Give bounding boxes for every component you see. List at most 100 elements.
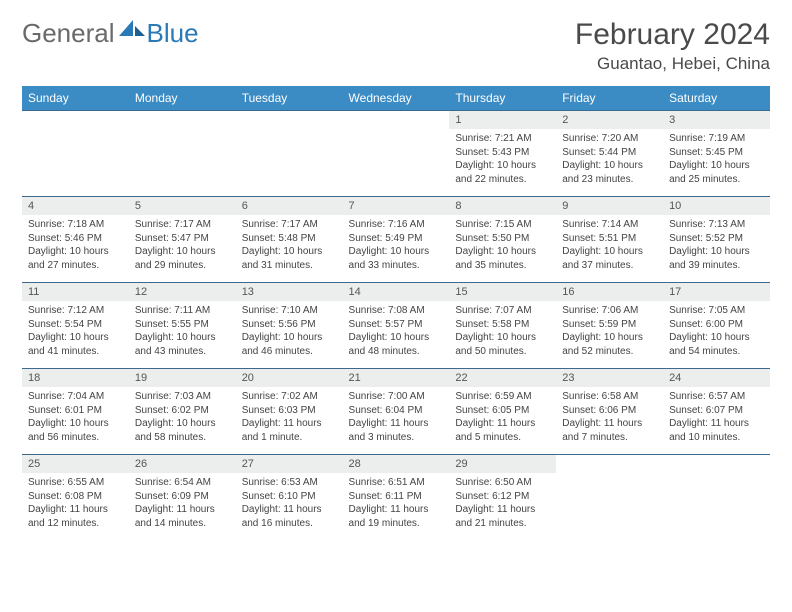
month-title: February 2024	[575, 18, 770, 52]
sunrise-line: Sunrise: 6:51 AM	[349, 476, 444, 490]
sunset-line: Sunset: 5:46 PM	[28, 232, 123, 246]
sunset-line: Sunset: 5:57 PM	[349, 318, 444, 332]
sunrise-line: Sunrise: 6:54 AM	[135, 476, 230, 490]
calendar-cell: 9Sunrise: 7:14 AMSunset: 5:51 PMDaylight…	[556, 197, 663, 283]
calendar-week-row: 18Sunrise: 7:04 AMSunset: 6:01 PMDayligh…	[22, 369, 770, 455]
day-number: 9	[556, 197, 663, 215]
sunrise-line: Sunrise: 6:55 AM	[28, 476, 123, 490]
daylight-line: Daylight: 10 hours and 52 minutes.	[562, 331, 657, 358]
calendar-cell: 7Sunrise: 7:16 AMSunset: 5:49 PMDaylight…	[343, 197, 450, 283]
daylight-line: Daylight: 10 hours and 27 minutes.	[28, 245, 123, 272]
sunrise-line: Sunrise: 7:16 AM	[349, 218, 444, 232]
sunrise-line: Sunrise: 7:14 AM	[562, 218, 657, 232]
weekday-header: Tuesday	[236, 86, 343, 111]
sunset-line: Sunset: 6:11 PM	[349, 490, 444, 504]
location-subtitle: Guantao, Hebei, China	[575, 54, 770, 74]
calendar-cell: 1Sunrise: 7:21 AMSunset: 5:43 PMDaylight…	[449, 111, 556, 197]
day-details: Sunrise: 6:54 AMSunset: 6:09 PMDaylight:…	[129, 473, 236, 534]
day-details: Sunrise: 7:07 AMSunset: 5:58 PMDaylight:…	[449, 301, 556, 362]
sunset-line: Sunset: 5:52 PM	[669, 232, 764, 246]
sunrise-line: Sunrise: 7:17 AM	[135, 218, 230, 232]
calendar-cell: 24Sunrise: 6:57 AMSunset: 6:07 PMDayligh…	[663, 369, 770, 455]
sunrise-line: Sunrise: 7:18 AM	[28, 218, 123, 232]
day-number: 3	[663, 111, 770, 129]
sunset-line: Sunset: 5:51 PM	[562, 232, 657, 246]
daylight-line: Daylight: 11 hours and 1 minute.	[242, 417, 337, 444]
day-number	[343, 111, 450, 117]
sunrise-line: Sunrise: 7:00 AM	[349, 390, 444, 404]
sunrise-line: Sunrise: 6:50 AM	[455, 476, 550, 490]
day-number: 18	[22, 369, 129, 387]
day-number: 22	[449, 369, 556, 387]
weekday-header-row: SundayMondayTuesdayWednesdayThursdayFrid…	[22, 86, 770, 111]
day-details: Sunrise: 6:59 AMSunset: 6:05 PMDaylight:…	[449, 387, 556, 448]
sunset-line: Sunset: 6:03 PM	[242, 404, 337, 418]
daylight-line: Daylight: 10 hours and 29 minutes.	[135, 245, 230, 272]
calendar-cell: 15Sunrise: 7:07 AMSunset: 5:58 PMDayligh…	[449, 283, 556, 369]
calendar-cell: 25Sunrise: 6:55 AMSunset: 6:08 PMDayligh…	[22, 455, 129, 541]
sunset-line: Sunset: 6:01 PM	[28, 404, 123, 418]
sunset-line: Sunset: 5:58 PM	[455, 318, 550, 332]
day-number: 15	[449, 283, 556, 301]
day-number: 23	[556, 369, 663, 387]
sunset-line: Sunset: 6:07 PM	[669, 404, 764, 418]
calendar-cell: 28Sunrise: 6:51 AMSunset: 6:11 PMDayligh…	[343, 455, 450, 541]
logo-sail-icon	[119, 18, 145, 41]
sunrise-line: Sunrise: 6:53 AM	[242, 476, 337, 490]
daylight-line: Daylight: 10 hours and 43 minutes.	[135, 331, 230, 358]
day-details: Sunrise: 7:18 AMSunset: 5:46 PMDaylight:…	[22, 215, 129, 276]
calendar-cell: 2Sunrise: 7:20 AMSunset: 5:44 PMDaylight…	[556, 111, 663, 197]
sunset-line: Sunset: 6:05 PM	[455, 404, 550, 418]
day-details: Sunrise: 6:58 AMSunset: 6:06 PMDaylight:…	[556, 387, 663, 448]
daylight-line: Daylight: 10 hours and 58 minutes.	[135, 417, 230, 444]
day-number: 11	[22, 283, 129, 301]
calendar-cell: 26Sunrise: 6:54 AMSunset: 6:09 PMDayligh…	[129, 455, 236, 541]
sunset-line: Sunset: 5:48 PM	[242, 232, 337, 246]
day-number: 19	[129, 369, 236, 387]
day-number: 14	[343, 283, 450, 301]
day-details: Sunrise: 7:17 AMSunset: 5:48 PMDaylight:…	[236, 215, 343, 276]
sunset-line: Sunset: 6:10 PM	[242, 490, 337, 504]
day-number: 16	[556, 283, 663, 301]
calendar-cell	[22, 111, 129, 197]
day-number: 2	[556, 111, 663, 129]
calendar-cell: 10Sunrise: 7:13 AMSunset: 5:52 PMDayligh…	[663, 197, 770, 283]
calendar-cell: 11Sunrise: 7:12 AMSunset: 5:54 PMDayligh…	[22, 283, 129, 369]
day-details: Sunrise: 7:14 AMSunset: 5:51 PMDaylight:…	[556, 215, 663, 276]
daylight-line: Daylight: 11 hours and 14 minutes.	[135, 503, 230, 530]
day-number: 7	[343, 197, 450, 215]
daylight-line: Daylight: 11 hours and 5 minutes.	[455, 417, 550, 444]
sunset-line: Sunset: 6:00 PM	[669, 318, 764, 332]
day-details: Sunrise: 7:21 AMSunset: 5:43 PMDaylight:…	[449, 129, 556, 190]
day-details: Sunrise: 6:50 AMSunset: 6:12 PMDaylight:…	[449, 473, 556, 534]
day-number: 1	[449, 111, 556, 129]
brand-part2: Blue	[147, 18, 199, 49]
sunset-line: Sunset: 6:12 PM	[455, 490, 550, 504]
daylight-line: Daylight: 10 hours and 33 minutes.	[349, 245, 444, 272]
sunset-line: Sunset: 5:55 PM	[135, 318, 230, 332]
sunrise-line: Sunrise: 6:59 AM	[455, 390, 550, 404]
calendar-week-row: 25Sunrise: 6:55 AMSunset: 6:08 PMDayligh…	[22, 455, 770, 541]
sunrise-line: Sunrise: 7:15 AM	[455, 218, 550, 232]
calendar-cell: 8Sunrise: 7:15 AMSunset: 5:50 PMDaylight…	[449, 197, 556, 283]
daylight-line: Daylight: 10 hours and 23 minutes.	[562, 159, 657, 186]
calendar-cell: 18Sunrise: 7:04 AMSunset: 6:01 PMDayligh…	[22, 369, 129, 455]
weekday-header: Monday	[129, 86, 236, 111]
calendar-cell: 6Sunrise: 7:17 AMSunset: 5:48 PMDaylight…	[236, 197, 343, 283]
calendar-cell: 12Sunrise: 7:11 AMSunset: 5:55 PMDayligh…	[129, 283, 236, 369]
title-block: February 2024 Guantao, Hebei, China	[575, 18, 770, 74]
day-number: 20	[236, 369, 343, 387]
sunrise-line: Sunrise: 7:03 AM	[135, 390, 230, 404]
day-details: Sunrise: 7:08 AMSunset: 5:57 PMDaylight:…	[343, 301, 450, 362]
day-number: 12	[129, 283, 236, 301]
calendar-cell: 5Sunrise: 7:17 AMSunset: 5:47 PMDaylight…	[129, 197, 236, 283]
calendar-cell	[129, 111, 236, 197]
weekday-header: Saturday	[663, 86, 770, 111]
day-details: Sunrise: 7:00 AMSunset: 6:04 PMDaylight:…	[343, 387, 450, 448]
page-header: General Blue February 2024 Guantao, Hebe…	[22, 18, 770, 74]
day-details: Sunrise: 7:02 AMSunset: 6:03 PMDaylight:…	[236, 387, 343, 448]
day-details: Sunrise: 7:03 AMSunset: 6:02 PMDaylight:…	[129, 387, 236, 448]
calendar-cell: 4Sunrise: 7:18 AMSunset: 5:46 PMDaylight…	[22, 197, 129, 283]
calendar-table: SundayMondayTuesdayWednesdayThursdayFrid…	[22, 86, 770, 541]
calendar-cell	[556, 455, 663, 541]
